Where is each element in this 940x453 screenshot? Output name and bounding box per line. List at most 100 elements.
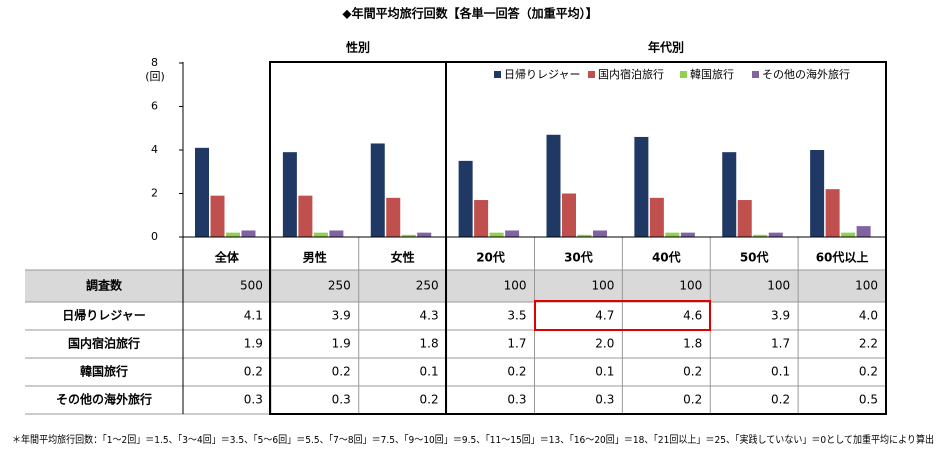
chart-title: ◆年間平均旅行回数【各単一回答（加重平均）】 — [342, 6, 597, 21]
bar — [680, 232, 695, 237]
bar — [634, 136, 649, 237]
cell: 250 — [416, 279, 439, 293]
cell: 100 — [855, 279, 878, 293]
row-label: その他の海外旅行 — [56, 392, 152, 407]
cell: 0.2 — [507, 365, 526, 379]
bar — [722, 152, 737, 237]
legend-swatch — [680, 71, 687, 78]
row-label: 調査数 — [86, 278, 123, 293]
bar — [562, 193, 576, 237]
bar — [577, 234, 592, 237]
y-tick-label: 4 — [151, 143, 158, 156]
legend-label: その他の海外旅行 — [762, 67, 850, 81]
column-label: 50代 — [740, 250, 769, 265]
cell: 0.2 — [683, 365, 702, 379]
legend-label: 韓国旅行 — [690, 67, 734, 81]
cell: 0.2 — [683, 393, 702, 407]
cell: 4.0 — [859, 309, 878, 323]
cell: 0.1 — [420, 365, 439, 379]
bar — [226, 232, 240, 237]
bar — [241, 230, 256, 237]
cell: 100 — [591, 279, 614, 293]
cell: 0.2 — [771, 393, 790, 407]
bar — [665, 232, 680, 237]
cell: 0.3 — [244, 393, 263, 407]
column-label: 全体 — [214, 250, 240, 265]
cell: 100 — [504, 279, 527, 293]
highlight — [534, 300, 711, 331]
bar — [458, 160, 473, 237]
cell: 1.8 — [683, 337, 702, 351]
cell: 3.9 — [771, 309, 790, 323]
cell: 3.5 — [507, 309, 526, 323]
column-label: 30代 — [564, 250, 593, 265]
bar — [195, 147, 209, 237]
y-tick-label: 8 — [151, 56, 158, 69]
group-box — [445, 61, 887, 415]
footnote: ＊年間平均旅行回数：「1～2回」＝1.5、「3～4回」＝3.5、「5～6回」＝5… — [12, 433, 934, 446]
bar — [417, 232, 432, 237]
column-label: 男性 — [303, 250, 327, 265]
bar — [753, 234, 768, 237]
cell: 1.9 — [332, 337, 351, 351]
cell: 0.1 — [595, 365, 614, 379]
cell: 4.3 — [420, 309, 439, 323]
cell: 4.7 — [595, 309, 614, 323]
bar — [313, 232, 328, 237]
bar — [401, 234, 416, 237]
legend-label: 国内宿泊旅行 — [598, 67, 664, 81]
bar — [768, 232, 783, 237]
legend-swatch — [494, 71, 501, 78]
bar — [825, 189, 840, 237]
bar — [282, 152, 297, 237]
cell: 0.2 — [420, 393, 439, 407]
cell: 1.8 — [420, 337, 439, 351]
cell: 0.3 — [507, 393, 526, 407]
group-label: 年代別 — [648, 40, 684, 55]
cell: 0.5 — [859, 393, 878, 407]
row-label: 日帰りレジャー — [62, 308, 145, 323]
bar — [649, 197, 664, 237]
y-tick-label: 6 — [151, 100, 158, 113]
group-label: 性別 — [345, 40, 370, 55]
column-label: 20代 — [476, 250, 505, 265]
bar — [505, 230, 520, 237]
bar — [546, 134, 561, 237]
cell: 0.2 — [244, 365, 263, 379]
bar — [489, 232, 504, 237]
cell: 2.2 — [859, 337, 878, 351]
bar — [810, 150, 825, 237]
cell: 500 — [240, 279, 263, 293]
row-label: 韓国旅行 — [80, 364, 128, 379]
cell: 4.6 — [683, 309, 702, 323]
column-label: 40代 — [652, 250, 681, 265]
cell: 250 — [328, 279, 351, 293]
cell: 2.0 — [595, 337, 614, 351]
cell: 1.7 — [507, 337, 526, 351]
bar — [370, 143, 385, 237]
cell: 100 — [767, 279, 790, 293]
cell: 3.9 — [332, 309, 351, 323]
bar — [841, 232, 856, 237]
bar — [856, 226, 871, 237]
cell: 0.3 — [595, 393, 614, 407]
cell: 1.7 — [771, 337, 790, 351]
y-tick-label: 2 — [151, 187, 158, 200]
bar — [298, 195, 313, 237]
cell: 0.1 — [771, 365, 790, 379]
bar — [329, 230, 344, 237]
cell: 0.2 — [859, 365, 878, 379]
group-box — [269, 61, 447, 415]
cell: 0.3 — [332, 393, 351, 407]
cell: 0.2 — [332, 365, 351, 379]
column-label: 60代以上 — [816, 250, 869, 265]
legend-swatch — [752, 71, 759, 78]
bar — [210, 195, 225, 237]
bar — [386, 197, 401, 237]
table-shade — [25, 270, 886, 302]
cell: 100 — [679, 279, 702, 293]
cell: 1.9 — [244, 337, 263, 351]
row-label: 国内宿泊旅行 — [68, 336, 140, 351]
